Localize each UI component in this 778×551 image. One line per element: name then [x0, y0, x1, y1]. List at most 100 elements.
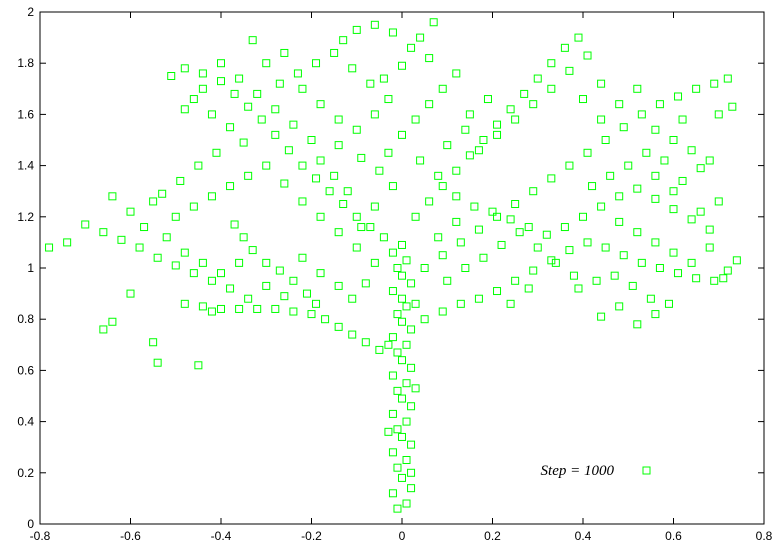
data-point [723, 266, 732, 275]
data-points [45, 18, 741, 513]
data-point [497, 240, 506, 249]
data-point [357, 153, 366, 162]
data-point [692, 84, 701, 93]
y-tick-label: 0.4 [17, 415, 34, 429]
data-point [316, 156, 325, 165]
data-point [588, 182, 597, 191]
data-point [637, 110, 646, 119]
data-point [434, 171, 443, 180]
data-point [425, 54, 434, 63]
data-point [601, 243, 610, 252]
data-point [393, 264, 402, 272]
data-point [411, 384, 420, 393]
data-point [714, 197, 723, 206]
data-point [597, 312, 606, 321]
data-point [207, 307, 216, 316]
x-tick-label: -0.6 [120, 529, 141, 543]
data-point [379, 233, 388, 242]
data-point [637, 258, 646, 267]
data-point [474, 146, 483, 155]
data-point [696, 207, 705, 216]
data-point [651, 125, 660, 134]
data-point [705, 225, 714, 234]
data-point [642, 148, 651, 157]
data-point [284, 146, 293, 155]
y-tick-label: 0.2 [17, 466, 34, 480]
data-point [633, 320, 642, 329]
data-point [375, 166, 384, 175]
data-point [506, 215, 515, 224]
data-point [262, 258, 271, 267]
data-point [443, 276, 452, 285]
data-point [244, 171, 253, 180]
data-point [226, 284, 235, 293]
data-point [289, 307, 298, 316]
data-point [207, 276, 216, 285]
data-point [692, 274, 701, 283]
data-point [524, 284, 533, 293]
data-point [547, 174, 556, 183]
data-point [411, 115, 420, 124]
data-point [506, 105, 515, 114]
data-point [398, 294, 406, 303]
data-point [384, 95, 393, 104]
data-point [334, 115, 343, 124]
data-point [479, 253, 488, 262]
data-point [678, 176, 687, 185]
data-point [262, 59, 271, 68]
data-point [393, 348, 402, 357]
data-point [289, 120, 298, 129]
data-point [339, 36, 348, 45]
data-point [465, 151, 474, 160]
data-point [398, 130, 406, 139]
data-point [357, 223, 366, 232]
data-point [153, 358, 162, 367]
data-point [275, 79, 284, 88]
legend-label: Step = 1000 [541, 463, 615, 479]
data-point [402, 456, 411, 464]
data-point [352, 243, 361, 252]
data-point [388, 448, 397, 457]
data-point [388, 333, 397, 342]
x-tick-label: 0.2 [484, 529, 501, 543]
x-tick-label: -0.8 [30, 529, 51, 543]
data-point [583, 51, 592, 60]
x-tick-label: 0 [399, 529, 406, 543]
data-point [529, 100, 538, 109]
data-point [217, 77, 225, 86]
data-point [615, 302, 624, 311]
data-point [348, 330, 357, 339]
data-point [212, 148, 221, 157]
data-point [361, 279, 370, 288]
data-point [565, 246, 574, 255]
data-point [393, 425, 402, 434]
data-point [334, 281, 343, 290]
data-point [289, 276, 298, 285]
data-point [493, 212, 502, 221]
data-point [271, 105, 280, 114]
data-point [542, 230, 551, 239]
data-point [479, 136, 488, 144]
data-point [719, 274, 728, 283]
data-point [687, 258, 696, 267]
data-point [180, 248, 189, 257]
data-point [425, 197, 434, 206]
data-point [384, 427, 393, 436]
data-point [275, 266, 284, 275]
data-point [669, 248, 678, 257]
data-point [615, 100, 624, 109]
data-point [366, 79, 375, 88]
data-point [579, 95, 587, 104]
data-point [470, 202, 479, 211]
data-point [312, 174, 321, 183]
data-point [402, 417, 411, 426]
data-point [81, 220, 90, 229]
data-point [483, 95, 492, 104]
data-point [488, 207, 497, 216]
data-point [669, 205, 678, 214]
data-point [348, 294, 357, 303]
data-point [235, 74, 244, 83]
data-point [180, 299, 189, 308]
data-point [262, 281, 271, 290]
